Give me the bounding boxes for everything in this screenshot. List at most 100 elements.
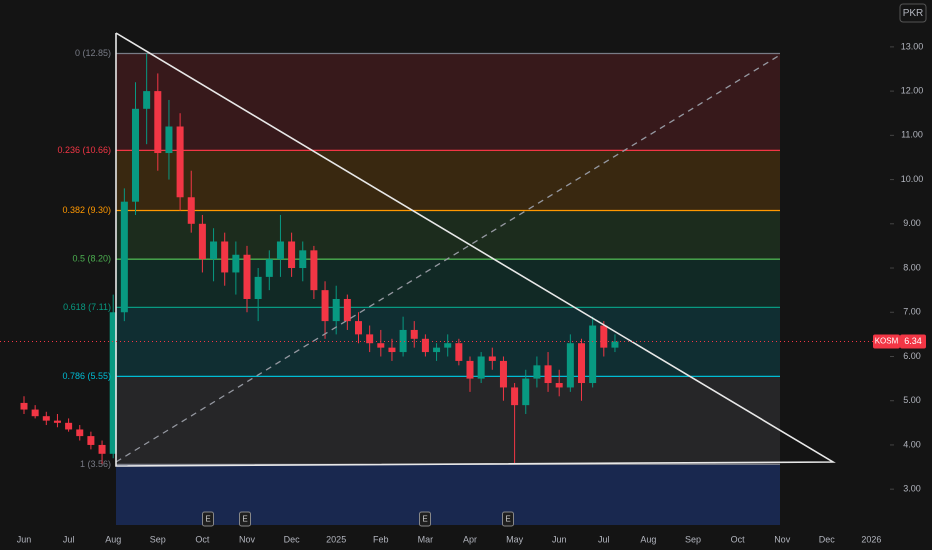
x-tick-label: Nov: [239, 534, 256, 544]
candle-body: [265, 259, 273, 277]
fib-label: 0.236 (10.66): [57, 145, 111, 155]
earnings-label: E: [422, 515, 427, 524]
triangle-drawing: [115, 32, 836, 467]
candle-body: [42, 416, 50, 421]
candle-body: [343, 298, 351, 322]
candle-body: [143, 91, 151, 109]
y-tick-label: 13.00: [901, 41, 924, 51]
candle-body: [388, 347, 396, 353]
x-tick-label: Dec: [819, 534, 836, 544]
y-tick-label: 8.00: [903, 262, 921, 272]
candle-body: [466, 360, 474, 379]
candle-body: [377, 343, 385, 348]
candle-body: [600, 325, 608, 348]
fib-label: 0.382 (9.30): [62, 205, 111, 215]
candle-body: [555, 383, 563, 388]
candle-body: [421, 338, 429, 353]
fib-zone: [116, 259, 780, 308]
fib-label: 0.5 (8.20): [72, 254, 111, 264]
earnings-box: [239, 511, 251, 527]
x-tick-label: Jul: [598, 534, 610, 544]
y-tick-label: 4.00: [903, 439, 921, 449]
candle-body: [187, 197, 195, 224]
fib-zone: [116, 53, 780, 151]
candle-body: [109, 312, 117, 454]
y-tick-label: 7.00: [903, 307, 921, 317]
x-tick-label: Sep: [685, 534, 701, 544]
candle-body: [198, 223, 206, 260]
fib-zone: [116, 376, 780, 465]
candle-body: [221, 241, 229, 273]
candle-body: [533, 365, 541, 379]
candle-body: [132, 108, 139, 202]
candle-body: [410, 329, 418, 339]
candle-body: [120, 201, 128, 313]
candle-body: [20, 402, 28, 410]
x-tick-label: Aug: [105, 534, 121, 544]
y-tick-label: 3.00: [903, 484, 921, 494]
fib-label: 1 (3.56): [80, 459, 111, 469]
x-tick-label: Apr: [463, 534, 477, 544]
y-tick-label: 9.00: [903, 218, 921, 228]
candle-body: [53, 420, 61, 423]
candle-body: [176, 126, 184, 198]
currency-box: [899, 3, 927, 23]
candle-body: [154, 91, 162, 154]
candle-body: [499, 360, 507, 388]
candle-body: [522, 378, 530, 406]
x-tick-label: May: [506, 534, 524, 544]
x-tick-label: Nov: [774, 534, 791, 544]
fib-zone: [116, 464, 780, 525]
y-tick-label: 10.00: [901, 174, 924, 184]
candle-body: [232, 254, 240, 273]
earnings-label: E: [205, 515, 210, 524]
candle-body: [276, 241, 284, 260]
symbol-tag: [873, 334, 900, 349]
candle-body: [210, 241, 218, 260]
candle-body: [488, 356, 496, 361]
fib-label: 0 (12.85): [75, 48, 111, 58]
y-tick-label: 5.00: [903, 395, 921, 405]
candle-body: [65, 422, 73, 430]
candle-body: [165, 126, 173, 154]
candle-body: [366, 334, 374, 344]
candle-body: [544, 365, 552, 384]
x-tick-label: Dec: [284, 534, 301, 544]
candle-body: [611, 341, 619, 348]
fib-zone: [116, 150, 780, 211]
earnings-label: E: [505, 515, 510, 524]
x-tick-label: Jun: [552, 534, 567, 544]
candle-body: [288, 241, 296, 269]
candle-body: [477, 356, 485, 379]
earnings-box: [202, 511, 214, 527]
candle-body: [87, 436, 95, 445]
currency: PKR: [903, 8, 924, 19]
candle-body: [444, 343, 452, 348]
candle-body: [98, 444, 106, 454]
candle-body: [455, 343, 463, 361]
y-tick-label: 12.00: [901, 85, 924, 95]
candle-body: [321, 290, 329, 322]
candle-body: [433, 347, 441, 353]
x-tick-label: Sep: [150, 534, 166, 544]
x-tick-label: Jun: [17, 534, 32, 544]
last-price-label: 6.34: [904, 336, 922, 346]
earnings-box: [502, 511, 514, 527]
x-tick-label: 2025: [326, 534, 346, 544]
x-tick-label: Oct: [195, 534, 210, 544]
candle-body: [566, 343, 574, 388]
x-tick-label: Mar: [418, 534, 434, 544]
fib-label: 0.786 (5.55): [62, 371, 111, 381]
symbol-label: KOSM: [875, 337, 899, 346]
candle-body: [589, 325, 597, 384]
x-tick-label: Feb: [373, 534, 389, 544]
candle-body: [355, 321, 362, 335]
candle-body: [76, 429, 84, 437]
x-tick-label: 2026: [861, 534, 881, 544]
candle-body: [399, 329, 407, 353]
y-tick-label: 11.00: [901, 130, 923, 140]
fib-label: 0.618 (7.11): [63, 302, 111, 312]
candle-body: [310, 250, 318, 291]
candle-body: [578, 343, 585, 384]
